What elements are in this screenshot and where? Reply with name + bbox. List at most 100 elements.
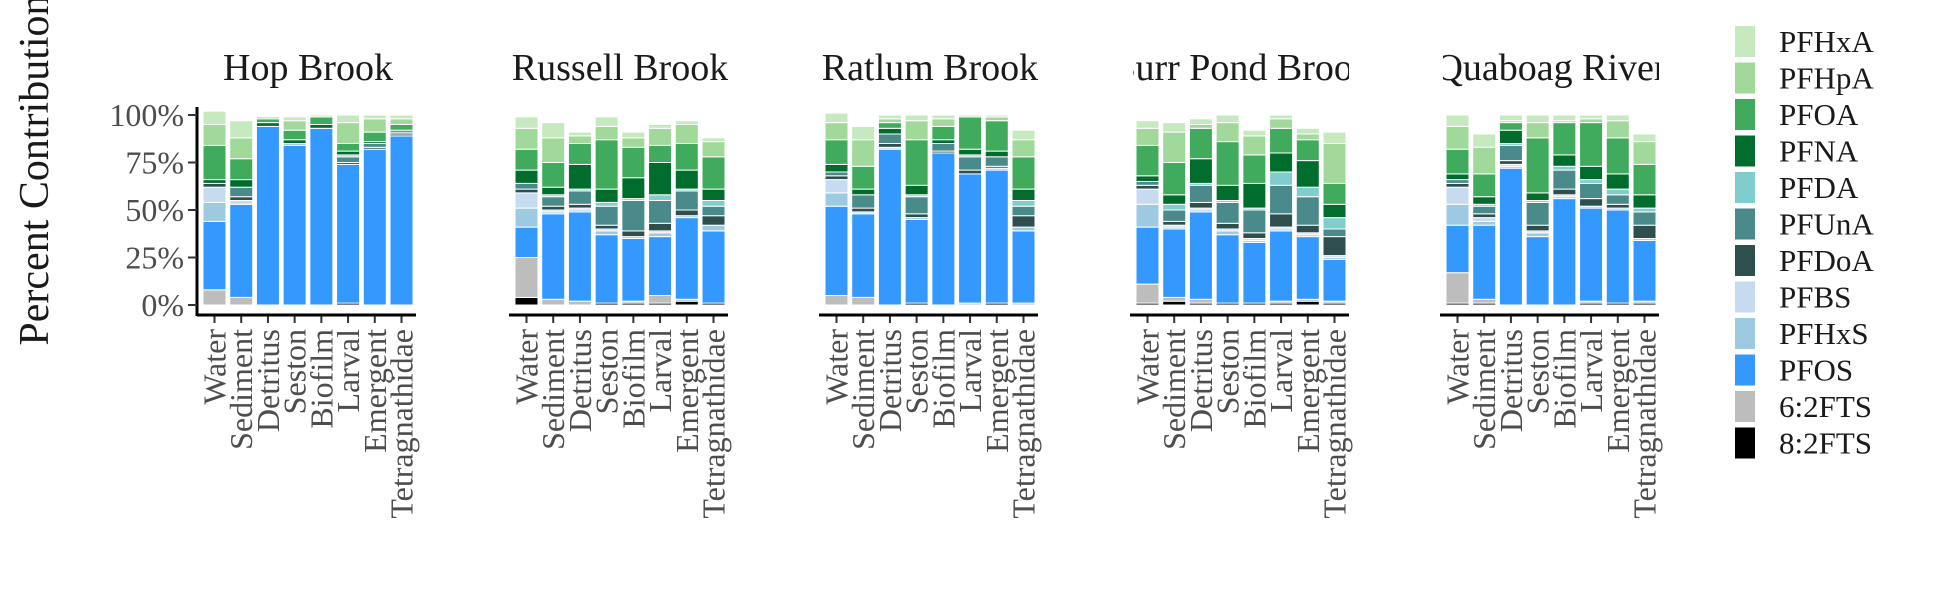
bar-segment [1188, 118, 1213, 126]
bar-segment [877, 133, 902, 144]
bar-segment [1242, 129, 1267, 137]
bar-segment [851, 296, 876, 306]
bar-segment [1579, 165, 1604, 181]
bar-segment [824, 112, 849, 124]
legend-item: 6:2FTS [1735, 389, 1872, 424]
bar-segment [1472, 220, 1497, 226]
bar-segment [931, 114, 956, 120]
bar-segment [1322, 217, 1347, 230]
bar-segment [362, 114, 387, 120]
bar-segment [229, 296, 254, 306]
bar-segment [648, 162, 673, 196]
bar-segment [567, 143, 592, 165]
bar-segment [851, 213, 876, 298]
bar-segment [904, 139, 929, 186]
bar-segment [1632, 239, 1657, 302]
bar-segment [1322, 131, 1347, 145]
bar-segment [1605, 209, 1630, 304]
bar-segment [648, 127, 673, 146]
legend-label: PFNA [1779, 134, 1859, 169]
bar-segment [984, 120, 1009, 152]
bar-segment [1322, 258, 1347, 302]
bar-segment [202, 182, 227, 188]
bar-segment [594, 224, 619, 230]
legend-label: 6:2FTS [1779, 389, 1872, 424]
legend: PFHxAPFHpAPFOAPFNAPFDAPFUnAPFDoAPFBSPFHx… [1735, 24, 1874, 461]
bar-segment [1322, 143, 1347, 184]
bar-segment [824, 192, 849, 207]
bar-segment [877, 127, 902, 135]
bar-segment [282, 116, 307, 122]
bar-segment [1188, 211, 1213, 300]
legend-swatch [1735, 99, 1755, 130]
legend-label: PFDA [1779, 170, 1859, 205]
bar-segment [701, 141, 726, 158]
bar-segment [541, 196, 566, 207]
x-tick-label: Water [197, 329, 233, 405]
legend-swatch [1735, 26, 1755, 57]
bar-segment [621, 131, 646, 139]
bar-segment [621, 137, 646, 148]
bar-segment [336, 143, 361, 152]
bar-segment [958, 116, 983, 150]
bar-segment [1295, 196, 1320, 226]
x-tick-label: Detritus [250, 329, 286, 432]
legend-swatch [1735, 281, 1755, 313]
bar-segment [674, 190, 699, 211]
bar-segment [282, 144, 307, 306]
legend-label: PFOA [1779, 97, 1859, 132]
bar-segment [1135, 184, 1160, 190]
legend-swatch [1735, 135, 1755, 167]
x-tick-label: Tetragnathidae [384, 329, 420, 519]
x-tick-label: Sediment [845, 329, 881, 450]
facet-panel: Hop Brook WaterSedimentDetritusSestonBiof… [109, 47, 419, 519]
bar-segment [1215, 184, 1240, 202]
bar-segment [904, 120, 929, 141]
bar-segment [229, 196, 254, 201]
bar-segment [1011, 129, 1036, 141]
bar-segment [255, 122, 280, 127]
bar-segment [1188, 124, 1213, 129]
bar-segment [541, 298, 566, 306]
x-tick-label: Sediment [223, 329, 259, 450]
bar-segment [567, 163, 592, 190]
bar-segment [1269, 230, 1294, 302]
bar-segment [1605, 137, 1630, 175]
bar-segment [674, 169, 699, 190]
bar-segment [362, 118, 387, 133]
bar-segment [309, 116, 334, 126]
legend-label: PFHxA [1779, 24, 1874, 59]
x-tick-label: Detritus [562, 329, 598, 432]
x-tick-label: Biofilm [615, 329, 651, 429]
legend-swatch [1735, 391, 1755, 422]
bar-segment [1188, 184, 1213, 203]
bar-segment [1215, 234, 1240, 304]
legend-swatch [1735, 354, 1755, 386]
bar-segment [1242, 154, 1267, 184]
bar-segment [701, 156, 726, 190]
y-axis-title: Percent Contribution [12, 0, 58, 346]
bar-segment [824, 122, 849, 141]
bar-segment [1445, 224, 1470, 274]
bar-segment [1011, 205, 1036, 217]
bar-segment [1632, 194, 1657, 209]
bar-segment [362, 131, 387, 143]
bar-segment [594, 205, 619, 226]
bar-segment [1011, 226, 1036, 232]
bar-segment [1295, 139, 1320, 162]
legend-item: PFHxS [1735, 316, 1869, 351]
bar-segment [1295, 133, 1320, 141]
legend-item: PFDoA [1735, 243, 1874, 278]
bar-segment [1242, 182, 1267, 209]
bar-segment [1215, 230, 1240, 236]
x-tick-label: Tetragnathidae [1006, 329, 1042, 519]
bar-segment [1525, 224, 1550, 232]
legend-label: PFHpA [1779, 61, 1874, 96]
bar-segment [282, 120, 307, 131]
y-tick-label: 0% [141, 287, 184, 323]
bar-segment [1322, 182, 1347, 205]
facet-title: Burr Pond Brook [1110, 47, 1372, 89]
bar-segment [1605, 114, 1630, 122]
bar-segment [1605, 120, 1630, 139]
